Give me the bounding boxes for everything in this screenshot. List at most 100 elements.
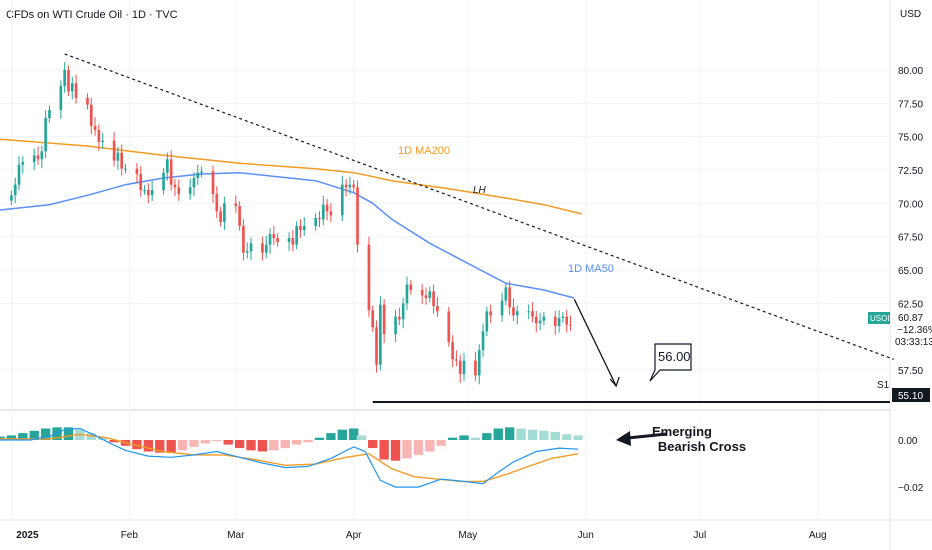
candle-body [261, 243, 264, 253]
candle-body [40, 151, 44, 160]
candle-body [215, 194, 219, 212]
macd-histogram-bar [425, 440, 435, 452]
moving-averages [0, 138, 583, 299]
candle-body [538, 320, 542, 324]
price-badge [892, 311, 930, 351]
macd-histogram-bar [539, 430, 549, 440]
macd-histogram-bar [356, 435, 367, 440]
macd-histogram-bar [550, 431, 560, 440]
candle-body [356, 187, 359, 245]
macd-histogram-bar [379, 440, 389, 460]
macd-arrow-head [616, 431, 631, 446]
candle-body [223, 203, 226, 222]
macd-histogram-bar [368, 440, 378, 449]
candle-body [504, 287, 508, 301]
candle-body [367, 244, 371, 311]
candle-body [63, 70, 66, 86]
macd-histogram-bar [291, 440, 302, 445]
candle-body [436, 306, 439, 312]
candle-body [382, 304, 386, 334]
candle-body [371, 310, 375, 328]
candle-body [86, 98, 89, 105]
countdown: 03:33:13 [895, 337, 932, 348]
time-tick-label: Mar [227, 530, 245, 541]
price-tick-label: 75.00 [898, 133, 923, 144]
s1-label: S1 [877, 380, 890, 391]
candle-body [325, 204, 329, 212]
candle-body [135, 168, 139, 174]
macd-signal-line [0, 433, 579, 483]
macd-histogram-bar [390, 440, 401, 461]
candle-body [451, 342, 454, 360]
candle-body [508, 287, 511, 308]
macd-histogram-bar [18, 433, 28, 440]
candle-body [321, 204, 325, 220]
candle-body [352, 184, 356, 188]
candle-body [188, 187, 192, 194]
candle-body [242, 226, 245, 253]
candle-body [542, 316, 546, 321]
macd-line [0, 427, 579, 488]
price-tick-label: 70.00 [898, 199, 923, 210]
candle-body [481, 331, 485, 350]
price-tick-label: 62.50 [898, 299, 923, 310]
candle-body [116, 152, 120, 161]
price-tick-label: 80.00 [898, 66, 923, 77]
time-tick-label: Jun [578, 530, 594, 541]
candle-body [485, 311, 489, 332]
candle-body [455, 359, 458, 361]
macd-histogram-bar [303, 440, 313, 443]
price-tick-label: 72.50 [898, 166, 923, 177]
target-callout[interactable] [649, 343, 692, 382]
macd-histogram-bar [402, 440, 412, 459]
macd-histogram-bar [177, 440, 188, 451]
candle-body [561, 316, 565, 318]
candle-body [13, 184, 17, 196]
macd-annotation-line2: Bearish Cross [658, 439, 746, 454]
time-tick-label: May [458, 530, 477, 541]
macd-histogram-bar [447, 437, 458, 440]
macd-histogram-bar [212, 440, 222, 442]
candle-body [101, 140, 105, 142]
projection-arrow-line [573, 299, 617, 387]
candle-body [166, 159, 169, 173]
symbol-badge [868, 312, 890, 324]
time-tick-label: Feb [121, 530, 139, 541]
projection-arrow-head [609, 376, 620, 388]
macd-histogram-bar [573, 435, 583, 440]
price-tick-label: 65.00 [898, 266, 923, 277]
support-badge-text: 55.10 [898, 391, 923, 402]
macd-histogram-bar [562, 434, 572, 440]
candle-body [17, 164, 21, 185]
candle-body [432, 291, 435, 306]
macd-histogram-bar [349, 428, 359, 440]
candle-body [565, 316, 569, 325]
candle-body [120, 152, 124, 169]
symbol-badge-text: USOIL [870, 314, 895, 323]
macd-histogram-bar [86, 433, 96, 440]
macd-histogram-bar [40, 428, 51, 440]
macd-histogram-bar [504, 427, 515, 440]
candle-body [428, 291, 432, 298]
ma200-label: 1D MA200 [398, 145, 450, 157]
candle-body [44, 118, 47, 152]
axes: 80.00 77.50 75.00 72.50 70.00 67.50 65.00 62.50… [16, 66, 923, 541]
ma-line [0, 171, 575, 299]
macd-histogram-bar [143, 440, 154, 452]
candle-body [234, 203, 238, 206]
macd-histogram-bar [109, 440, 119, 443]
candle-body [219, 211, 222, 222]
candle-body [10, 195, 13, 201]
macd-histogram-bar [413, 440, 424, 455]
macd-histogram-bar [482, 433, 492, 440]
candle-body [329, 211, 333, 216]
candle-body [112, 140, 116, 161]
candle-body [394, 316, 397, 334]
candle-body [287, 238, 291, 242]
candle-body [379, 304, 382, 365]
candle-body [264, 244, 268, 253]
price-tick-label: 77.50 [898, 99, 923, 110]
candle-body [97, 130, 101, 142]
time-tick-label: Apr [346, 530, 362, 541]
